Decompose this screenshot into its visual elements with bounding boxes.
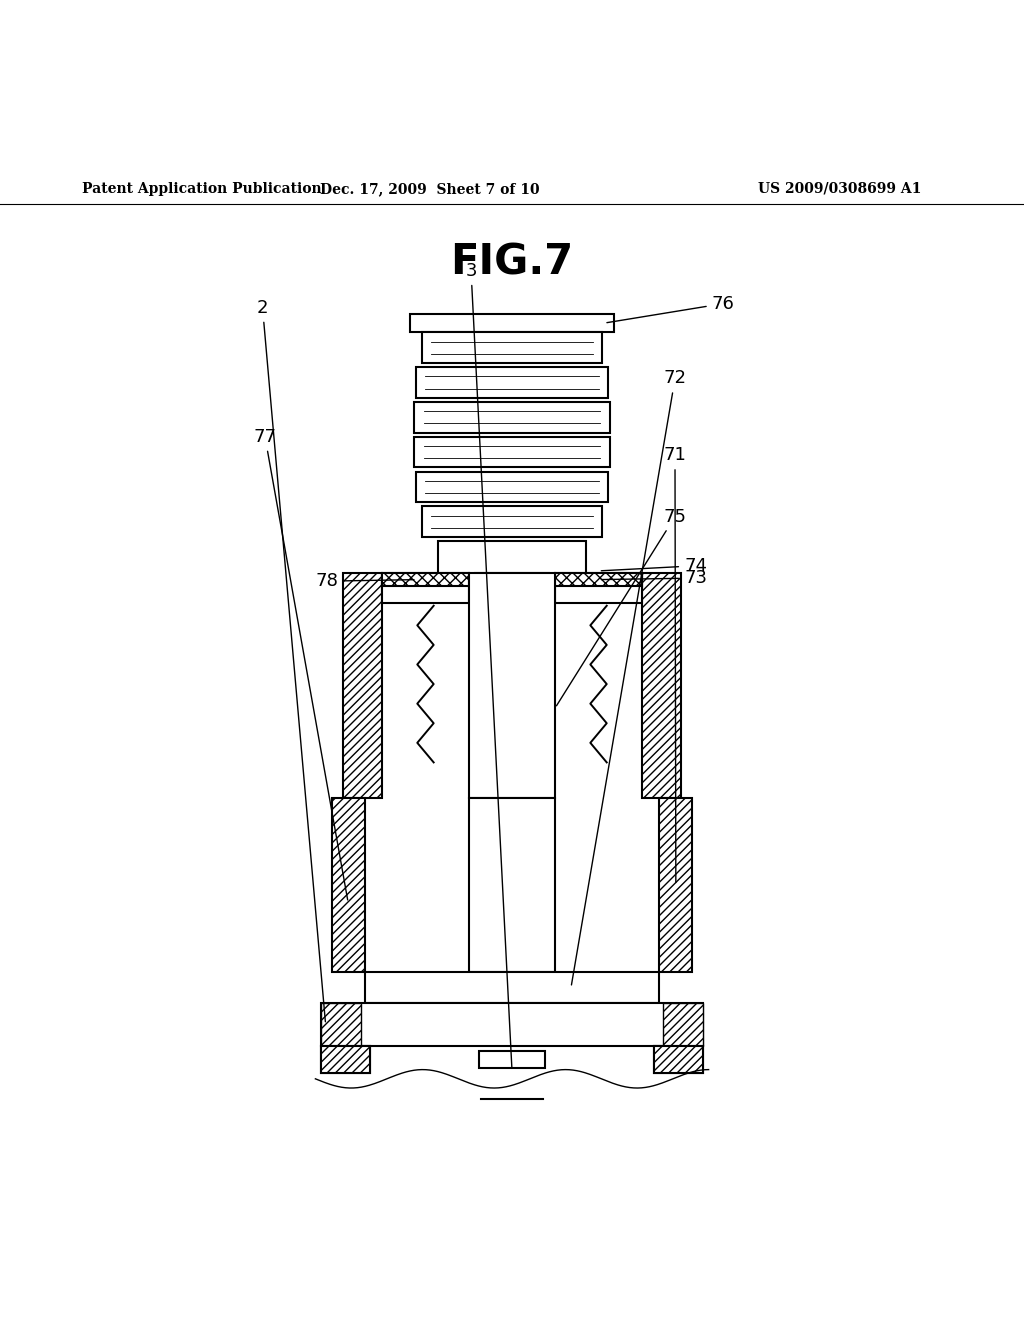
Polygon shape [382,573,469,586]
Polygon shape [663,1003,703,1045]
Polygon shape [469,799,555,973]
Text: Patent Application Publication: Patent Application Publication [82,182,322,195]
Text: 73: 73 [601,569,707,587]
Text: 2: 2 [257,298,326,1022]
Text: US 2009/0308699 A1: US 2009/0308699 A1 [758,182,922,195]
Polygon shape [479,1051,545,1068]
Polygon shape [382,573,469,603]
Polygon shape [343,573,382,799]
Polygon shape [555,573,642,603]
Polygon shape [555,573,642,586]
Text: 74: 74 [601,557,707,574]
Polygon shape [321,1045,370,1073]
Polygon shape [414,437,610,467]
Polygon shape [659,799,692,973]
Text: 76: 76 [607,294,734,322]
Text: 78: 78 [315,572,414,590]
Polygon shape [365,973,659,1003]
Polygon shape [422,507,602,537]
Text: 72: 72 [571,370,686,985]
Polygon shape [321,1003,703,1045]
Text: 3: 3 [465,261,512,1068]
Text: 71: 71 [664,446,686,883]
Text: 77: 77 [254,428,348,900]
Text: Dec. 17, 2009  Sheet 7 of 10: Dec. 17, 2009 Sheet 7 of 10 [321,182,540,195]
Text: FIG.7: FIG.7 [451,242,573,284]
Polygon shape [410,314,614,333]
Text: 75: 75 [556,508,686,706]
Polygon shape [321,1003,361,1045]
Polygon shape [416,471,608,503]
Polygon shape [654,1045,703,1073]
Polygon shape [438,541,586,574]
Polygon shape [654,1045,703,1073]
Polygon shape [642,573,681,799]
Polygon shape [321,1045,370,1073]
Polygon shape [332,799,365,973]
Polygon shape [469,573,555,799]
Polygon shape [414,403,610,433]
Polygon shape [416,367,608,397]
Polygon shape [422,333,602,363]
